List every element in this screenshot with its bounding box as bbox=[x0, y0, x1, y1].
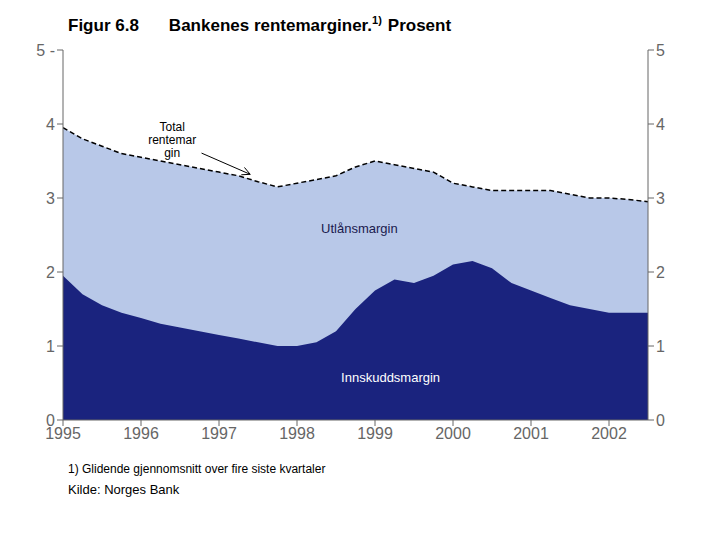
svg-text:2002: 2002 bbox=[591, 425, 627, 442]
svg-text:1: 1 bbox=[46, 337, 55, 354]
svg-text:0: 0 bbox=[46, 411, 55, 428]
html-text:1) Glidende gjennomsnitt over: 1) Glidende gjennomsnitt over fire siste… bbox=[68, 461, 326, 476]
svg-text:1997: 1997 bbox=[201, 425, 237, 442]
svg-text:3: 3 bbox=[46, 189, 55, 206]
svg-text:Utlånsmargin: Utlånsmargin bbox=[321, 220, 398, 235]
html-text:Figur 6.8: Figur 6.8 bbox=[68, 15, 139, 35]
svg-text:Totalrentemargin: Totalrentemargin bbox=[148, 120, 196, 160]
svg-text:1996: 1996 bbox=[123, 425, 159, 442]
svg-text:2000: 2000 bbox=[435, 425, 471, 442]
svg-text:4: 4 bbox=[46, 115, 55, 132]
html-text:Kilde: Norges Bank: Kilde: Norges Bank bbox=[68, 481, 180, 497]
svg-text:0: 0 bbox=[656, 411, 665, 428]
svg-text:5 -: 5 - bbox=[36, 41, 55, 58]
svg-text:5: 5 bbox=[656, 41, 665, 58]
html-text:Bankenes rentemarginer.1) Pros: Bankenes rentemarginer.1) Prosent bbox=[168, 14, 452, 35]
svg-text:2: 2 bbox=[656, 263, 665, 280]
svg-text:3: 3 bbox=[656, 189, 665, 206]
svg-text:1999: 1999 bbox=[357, 425, 393, 442]
svg-text:1998: 1998 bbox=[279, 425, 315, 442]
svg-text:2001: 2001 bbox=[513, 425, 549, 442]
svg-text:Innskuddsmargin: Innskuddsmargin bbox=[341, 369, 440, 384]
svg-text:2: 2 bbox=[46, 263, 55, 280]
svg-text:1: 1 bbox=[656, 337, 665, 354]
svg-text:1995: 1995 bbox=[45, 425, 81, 442]
svg-text:4: 4 bbox=[656, 115, 665, 132]
